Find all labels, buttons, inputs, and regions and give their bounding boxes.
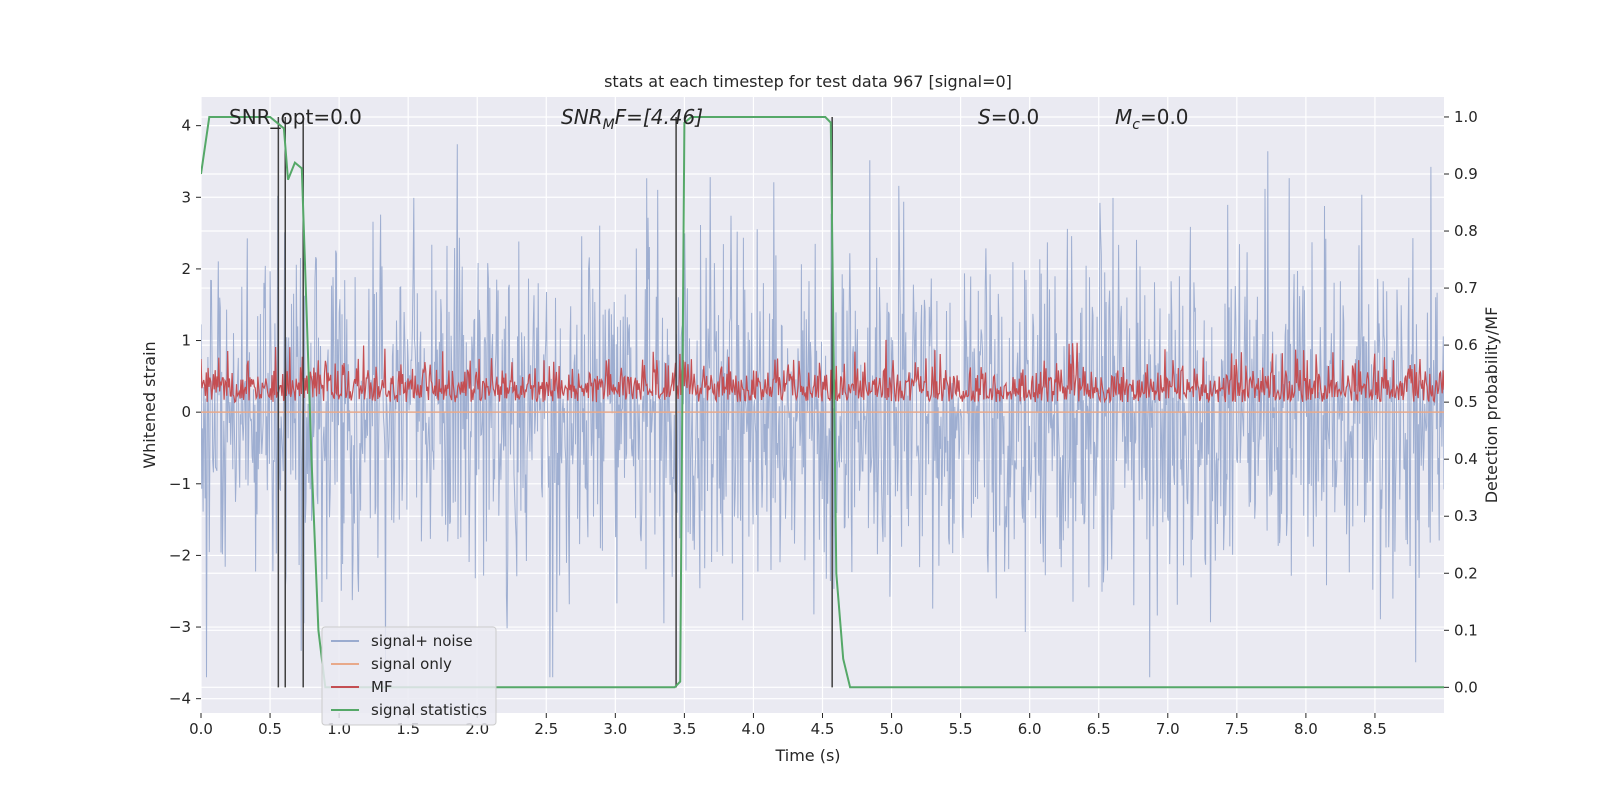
legend-label-signal-only: signal only: [371, 655, 452, 673]
legend-box: [321, 626, 497, 726]
legend-label-signal-statistics: signal statistics: [371, 701, 487, 719]
annotation-mc-sub: c: [1132, 117, 1140, 133]
y-tick-label-right: 0.8: [1454, 222, 1478, 240]
y-tick-label-left: 3: [181, 188, 191, 206]
y-tick-label-right: 0.4: [1454, 450, 1478, 468]
annotation-s: S=0.0: [978, 105, 1039, 129]
x-tick-label: 4.0: [742, 720, 766, 738]
x-tick-label: 5.5: [949, 720, 973, 738]
legend: signal+ noise signal only MF signal stat…: [321, 626, 497, 726]
annotation-snr-mf-sub: M: [603, 117, 615, 133]
x-tick-label: 0.0: [189, 720, 213, 738]
x-tick-label: 4.5: [811, 720, 835, 738]
annotation-snr-mf: SNRMF=[4.46]: [561, 105, 703, 133]
y-tick-label-right: 0.1: [1454, 621, 1478, 639]
x-tick-label: 5.0: [880, 720, 904, 738]
y-tick-label-left: 1: [181, 332, 191, 350]
legend-label-signal-noise: signal+ noise: [371, 632, 473, 650]
x-tick-label: 8.0: [1294, 720, 1318, 738]
y-tick-label-right: 0.9: [1454, 165, 1478, 183]
y-tick-label-left: 2: [181, 260, 191, 278]
axes: 0.0 0.5 1.0 1.5 2.0 2.5 3.0 3.5 4.0 4.5 5.0 5.5 6.0 6…: [169, 108, 1478, 738]
y-tick-label-left: −3: [169, 618, 191, 636]
x-tick-label: 3.0: [603, 720, 627, 738]
y-tick-label-right: 0.6: [1454, 336, 1478, 354]
y-axis-label-left: Whitened strain: [140, 341, 159, 468]
annotation-mc: Mc=0.0: [1115, 105, 1189, 133]
annotation-snr-mf-main: SNR: [561, 105, 603, 129]
annotation-mc-rest: =0.0: [1140, 105, 1189, 129]
y-tick-label-left: −2: [169, 546, 191, 564]
y-axis-label-right: Detection probability/MF: [1482, 307, 1501, 504]
x-tick-label: 7.5: [1225, 720, 1249, 738]
x-axis-label: Time (s): [774, 746, 840, 765]
x-tick-label: 0.5: [258, 720, 282, 738]
y-tick-label-right: 0.7: [1454, 279, 1478, 297]
y-tick-label-left: 0: [181, 403, 191, 421]
x-tick-label: 6.5: [1087, 720, 1111, 738]
x-tick-label: 7.0: [1156, 720, 1180, 738]
y-tick-label-left: −4: [169, 690, 191, 708]
x-tick-label: 8.5: [1363, 720, 1387, 738]
y-tick-label-right: 1.0: [1454, 108, 1478, 126]
x-tick-label: 2.5: [534, 720, 558, 738]
x-tick-label: 3.5: [672, 720, 696, 738]
annotation-snr-mf-rest: F=[4.46]: [615, 105, 703, 129]
y-tick-label-right: 0.0: [1454, 678, 1478, 696]
series-mf: [201, 339, 1444, 404]
annotation-s-main: S: [978, 105, 991, 129]
y-tick-label-right: 0.5: [1454, 393, 1478, 411]
y-tick-label-left: 4: [181, 117, 191, 135]
x-tick-label: 6.0: [1018, 720, 1042, 738]
y-tick-label-right: 0.2: [1454, 564, 1478, 582]
y-tick-label-right: 0.3: [1454, 507, 1478, 525]
series-signal-noise: [201, 144, 1444, 678]
chart-title: stats at each timestep for test data 967…: [604, 72, 1012, 91]
annotation-snr-opt: SNR_opt=0.0: [229, 105, 362, 129]
legend-label-mf: MF: [371, 678, 393, 696]
annotation-s-rest: =0.0: [991, 105, 1040, 129]
annotation-mc-main: M: [1115, 105, 1132, 129]
y-tick-label-left: −1: [169, 475, 191, 493]
